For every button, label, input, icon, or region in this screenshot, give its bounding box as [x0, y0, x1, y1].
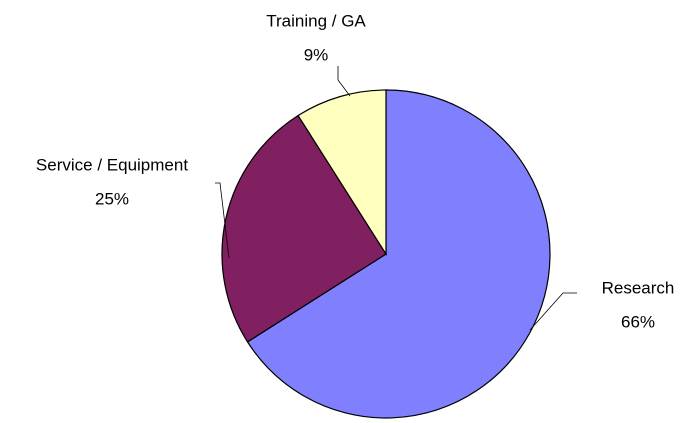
leader-line: [337, 66, 351, 97]
slice-label: Research: [602, 278, 675, 297]
pie-slice: [246, 89, 551, 419]
slice-value-label: 25%: [95, 189, 129, 208]
leader-line: [529, 292, 577, 331]
slice-value-label: 9%: [304, 45, 329, 64]
slice-label: Training / GA: [266, 11, 366, 30]
pie-slice: [221, 114, 387, 343]
slice-label: Service / Equipment: [36, 155, 188, 174]
leader-line: [215, 182, 230, 259]
pie-slice: [297, 89, 387, 257]
slice-value-label: 66%: [621, 312, 655, 331]
